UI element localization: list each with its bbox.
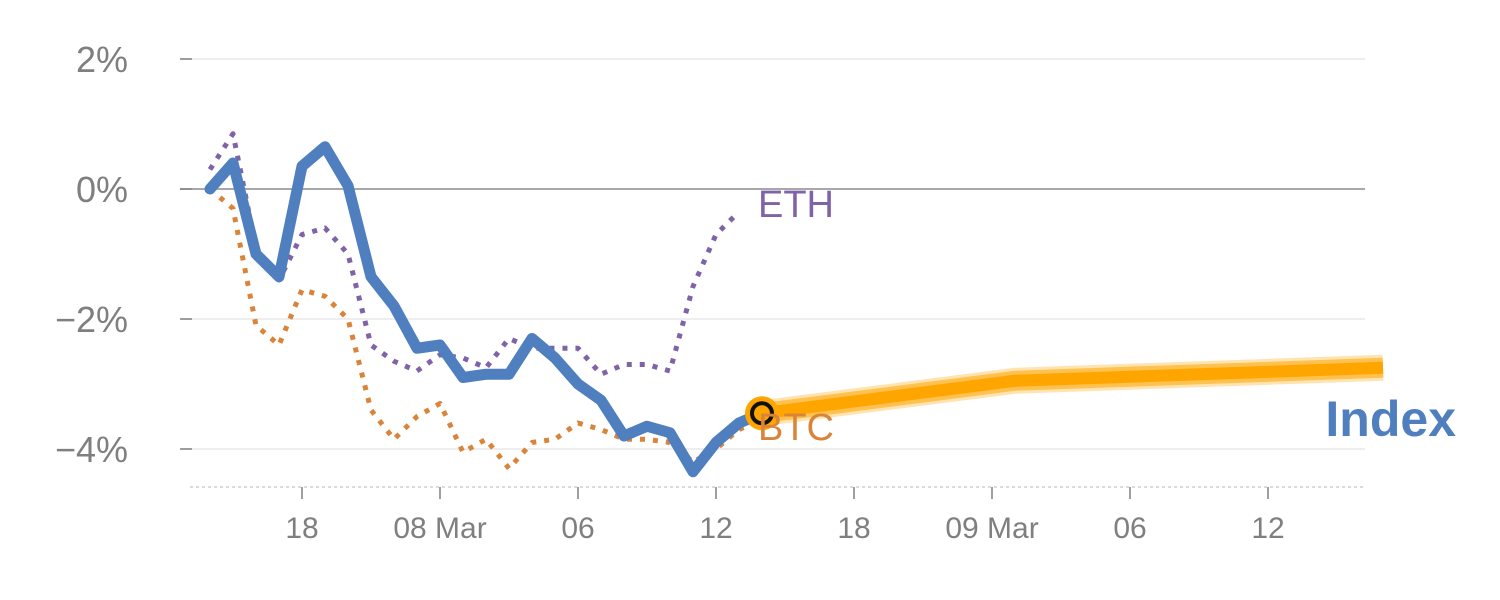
y-tick-label: −2% [55, 299, 128, 340]
x-tick-label: 08 Mar [393, 512, 486, 545]
x-tick-label: 06 [561, 512, 594, 545]
series-labels: ETH BTC Index [758, 184, 1456, 449]
x-tick-label: 12 [699, 512, 732, 545]
marker-point [750, 401, 774, 426]
x-tick-label: 12 [1251, 512, 1284, 545]
last-point-marker [745, 396, 779, 431]
x-tick-label: 06 [1113, 512, 1146, 545]
y-tick-label: 0% [76, 169, 128, 210]
gridlines [180, 58, 1365, 488]
forecast-line [761, 361, 1384, 420]
series-lines [204, 131, 768, 478]
forecast-band [760, 354, 1384, 427]
x-axis: 18 08 Mar 06 12 18 09 Mar 06 12 [285, 487, 1285, 545]
y-tick-label: −4% [55, 429, 128, 470]
series-line-index [204, 141, 768, 478]
series-label-eth: ETH [758, 184, 834, 226]
x-tick-label: 18 [285, 512, 318, 545]
x-tick-label: 09 Mar [945, 512, 1038, 545]
y-axis: 2% 0% −2% −4% [55, 39, 192, 470]
x-tick-label: 18 [837, 512, 870, 545]
series-label-btc: BTC [758, 407, 834, 449]
series-label-index: Index [1325, 391, 1456, 447]
y-tick-label: 2% [76, 39, 128, 80]
